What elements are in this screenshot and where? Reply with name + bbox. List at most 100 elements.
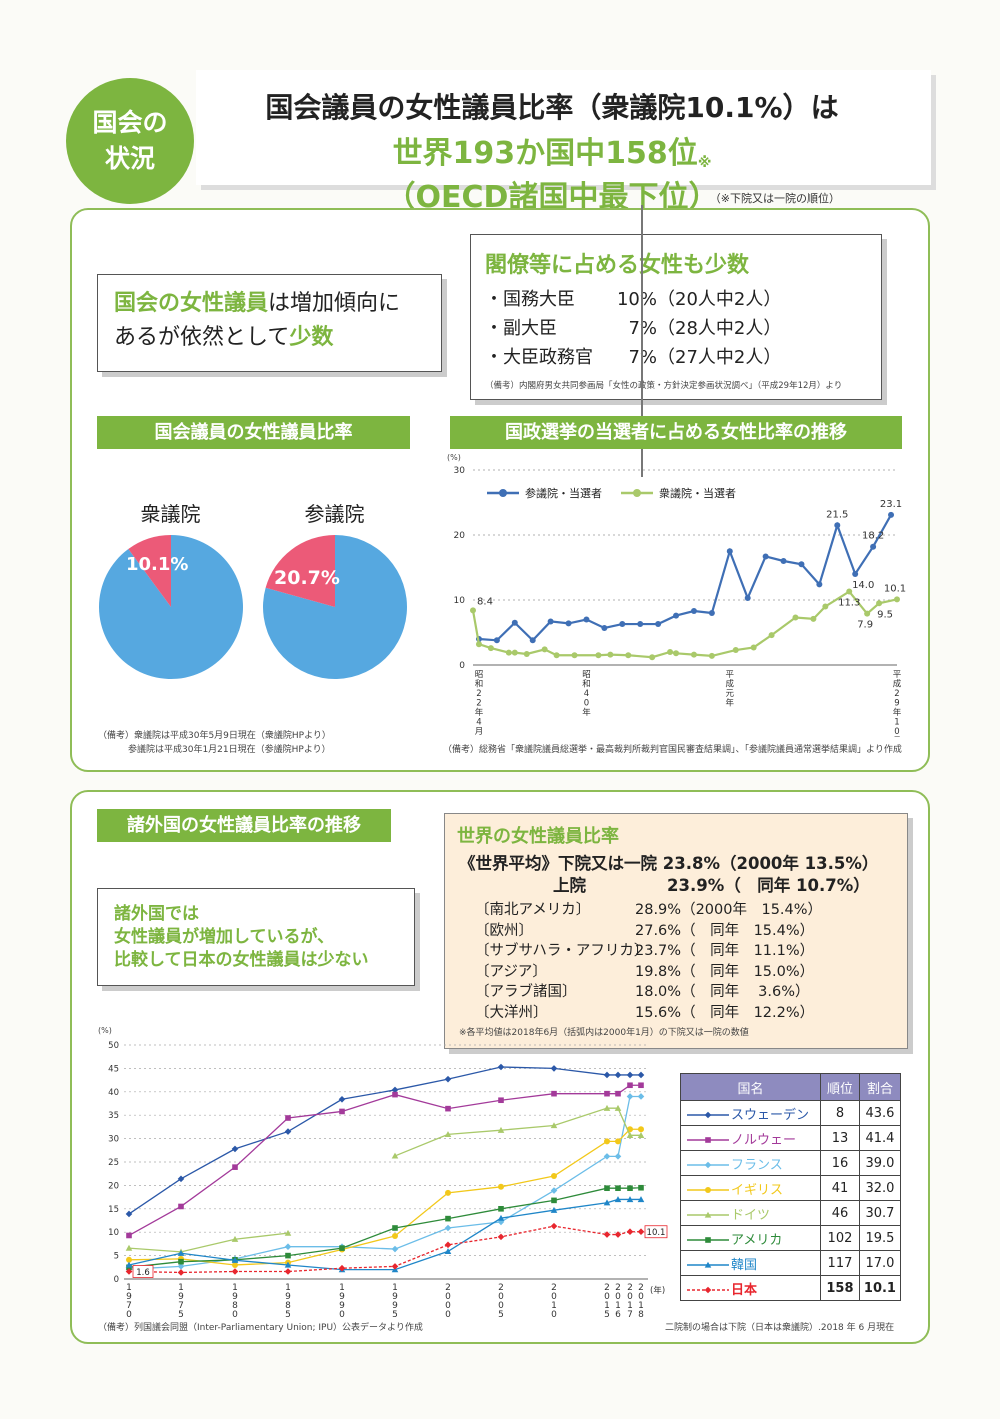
intl-xtick: 0 xyxy=(445,1292,451,1302)
trend-point xyxy=(583,616,590,623)
intl-point xyxy=(339,1108,345,1115)
region-name: 〔南北アメリカ〕 xyxy=(475,902,591,918)
intl-point xyxy=(497,1126,505,1133)
divider-line xyxy=(641,205,643,477)
intl-xtick: 0 xyxy=(126,1310,132,1320)
legend-marker xyxy=(704,1261,712,1268)
ranking-pct: 30.7 xyxy=(858,1200,902,1226)
trend-xlab-end: 2 xyxy=(894,689,899,699)
col-rank: 順位 xyxy=(820,1073,860,1101)
trend-point xyxy=(690,651,697,658)
callout2-l3: 比較して日本の女性議員は少ない xyxy=(114,950,369,970)
subtitle-rank: 世界193か国中158位 xyxy=(392,136,698,171)
intl-point xyxy=(626,1132,634,1138)
pie-lower-women-slice xyxy=(128,535,171,607)
trend-point xyxy=(511,649,518,656)
intl-xtick: 2 xyxy=(604,1283,610,1293)
intl-year-unit: (年) xyxy=(650,1285,665,1296)
trend-point xyxy=(523,650,530,657)
intl-xtick: 9 xyxy=(392,1292,398,1302)
region-name: 〔アラブ諸国〕 xyxy=(475,984,577,1000)
intl-point xyxy=(231,1268,239,1275)
region-row: 〔アラブ諸国〕 18.0%（ 同年 3.6%） xyxy=(475,982,822,1003)
intl-xtick: 5 xyxy=(604,1310,610,1320)
intl-point xyxy=(550,1065,558,1072)
pie-upper-house: 20.7% xyxy=(263,535,407,679)
intl-xtick: 2 xyxy=(615,1283,621,1293)
intl-point xyxy=(603,1071,611,1079)
trend-point xyxy=(655,621,662,628)
trend-data-label: 7.9 xyxy=(857,620,873,631)
trend-point xyxy=(834,522,841,529)
intl-point xyxy=(638,1126,644,1133)
trend-point xyxy=(667,649,674,655)
intl-xtick: 0 xyxy=(498,1292,504,1302)
intl-point xyxy=(497,1214,505,1221)
intl-point xyxy=(285,1115,291,1121)
intl-point xyxy=(550,1222,558,1230)
trend-point xyxy=(690,608,697,615)
intl-point xyxy=(391,1263,399,1270)
cabinet-row: ・国務大臣 10% （20人中2人） xyxy=(485,285,781,314)
intl-xtick: 0 xyxy=(615,1292,621,1302)
region-name: 〔アジア〕 xyxy=(475,963,547,980)
ranking-country-name: ドイツ xyxy=(731,1207,771,1223)
intl-xtick: 1 xyxy=(604,1301,610,1311)
trend-data-label: 10.1 xyxy=(884,583,906,594)
intl-point xyxy=(615,1185,621,1192)
trend-point xyxy=(846,588,853,595)
badge-line2: 状況 xyxy=(104,144,155,173)
ranking-row: スウェーデン 8 43.6 xyxy=(679,1100,902,1126)
intl-point xyxy=(284,1268,292,1275)
trend-point xyxy=(780,558,787,564)
intl-point xyxy=(177,1269,185,1276)
trend-point xyxy=(792,614,799,621)
intl-xtick: 8 xyxy=(285,1301,291,1311)
ranking-pct: 41.4 xyxy=(858,1125,902,1151)
intl-point xyxy=(497,1063,505,1071)
legend-swatch xyxy=(687,1286,729,1294)
intl-ytick: 45 xyxy=(108,1064,119,1074)
intl-point xyxy=(284,1229,292,1236)
trend-point xyxy=(601,624,608,631)
intl-xtick: 9 xyxy=(178,1292,184,1302)
trend-point xyxy=(565,620,572,627)
ranking-row: フランス 16 39.0 xyxy=(679,1150,902,1176)
intl-xtick: 7 xyxy=(178,1301,184,1311)
trend-point xyxy=(553,652,560,659)
intl-point xyxy=(284,1261,292,1268)
intl-point xyxy=(551,1173,557,1180)
badge-line1: 国会の xyxy=(92,107,168,137)
trend-point xyxy=(894,596,900,603)
ranking-country: スウェーデン xyxy=(679,1100,822,1126)
intl-point xyxy=(604,1090,610,1097)
trend-point xyxy=(798,561,805,568)
intl-xtick: 2 xyxy=(551,1283,557,1293)
intl-point xyxy=(445,1189,451,1196)
trend-xlab-end: 0 xyxy=(894,727,899,737)
world-upper-value: 23.9%（ 同年 10.7%） xyxy=(667,876,870,895)
trend-point xyxy=(864,610,871,617)
ranking-row: イギリス 41 32.0 xyxy=(679,1175,902,1201)
intl-xtick: 0 xyxy=(551,1310,557,1320)
callout2-l2: 女性議員が増加しているが、 xyxy=(114,927,335,947)
trend-point xyxy=(649,654,656,661)
pie-upper-label: 20.7% xyxy=(274,567,340,589)
pie-title-lower: 衆議院 xyxy=(140,502,201,526)
legend-marker xyxy=(705,1187,711,1193)
ranking-rank: 117 xyxy=(820,1250,860,1276)
cabinet-row-pct: 7% xyxy=(605,314,657,343)
intl-point xyxy=(125,1261,133,1268)
cabinet-row-detail: （27人中2人） xyxy=(657,347,782,368)
trend-point xyxy=(470,607,476,614)
intl-xtick: 5 xyxy=(285,1310,291,1320)
intl-point xyxy=(638,1184,644,1191)
trend-data-label: 23.1 xyxy=(880,499,902,510)
trend-xlab-end: 平 xyxy=(893,670,902,680)
pie-title-upper: 参議院 xyxy=(304,502,365,526)
world-upper-label: 上院 xyxy=(553,876,586,895)
intl-point xyxy=(444,1075,452,1083)
ranking-country: イギリス xyxy=(679,1175,822,1201)
intl-point xyxy=(232,1164,238,1170)
cabinet-row-detail: （28人中2人） xyxy=(657,318,782,339)
